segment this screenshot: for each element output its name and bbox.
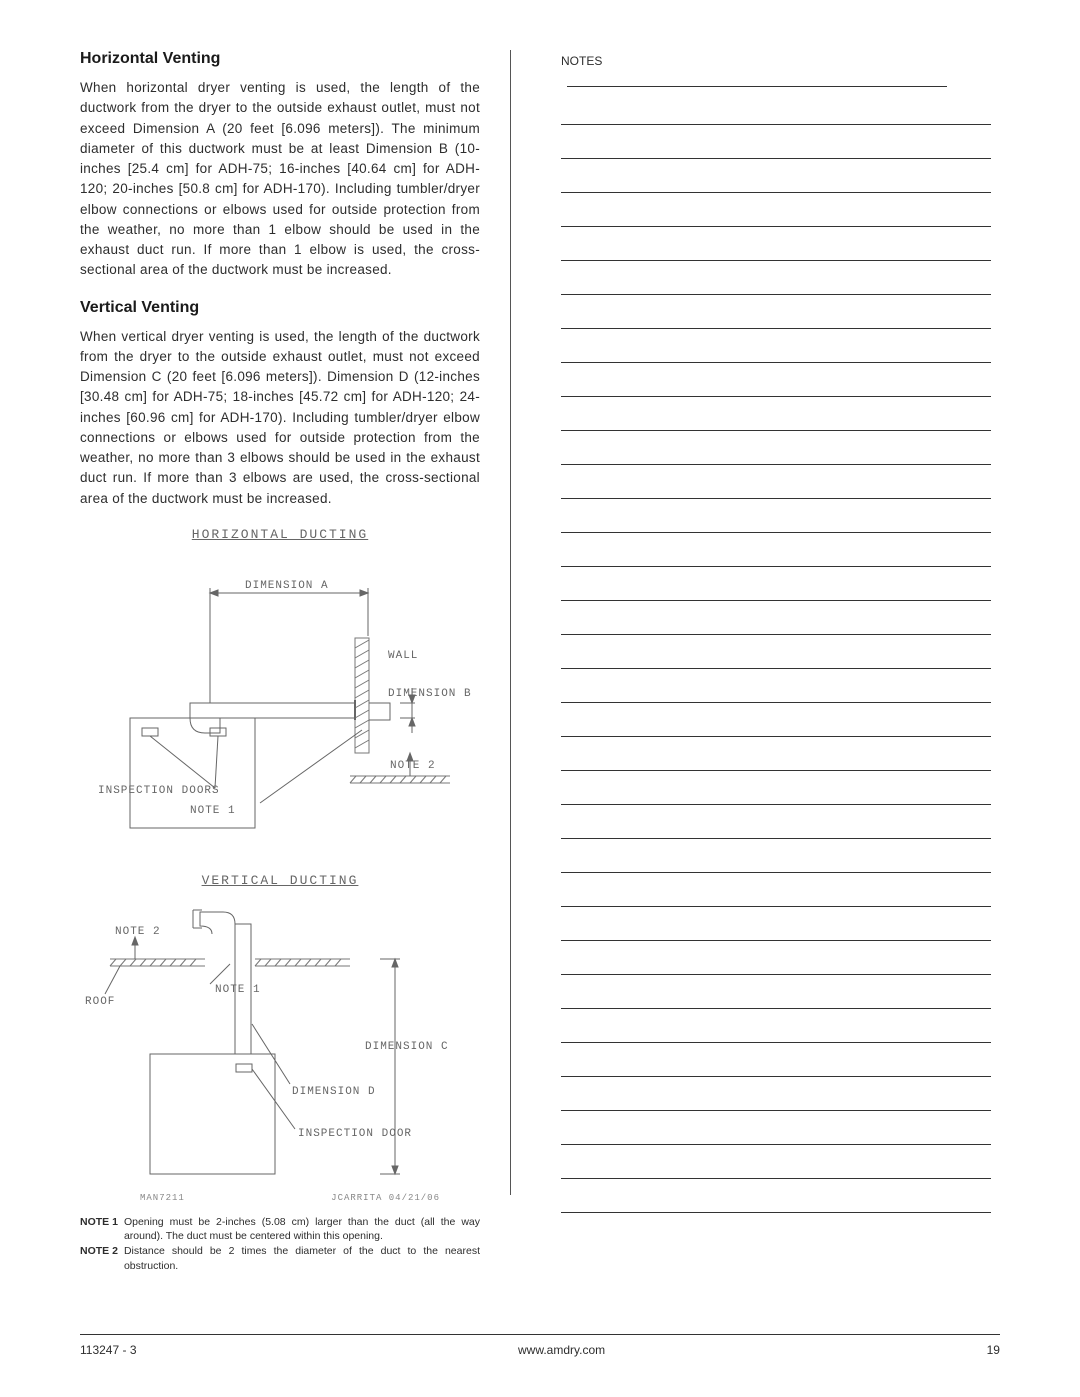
notes-line [561, 159, 991, 193]
footer-doc-id: 113247 - 3 [80, 1343, 137, 1357]
notes-line [561, 397, 991, 431]
svg-text:NOTE 2: NOTE 2 [390, 760, 436, 772]
notes-line [561, 805, 991, 839]
horizontal-ducting-diagram: DIMENSION A WALL DIMENSION B NOTE 2 INSP… [80, 558, 480, 838]
notes-line [561, 363, 991, 397]
notes-label: NOTES [561, 54, 602, 68]
notes-line [561, 737, 991, 771]
notes-line [561, 125, 991, 159]
notes-line [561, 329, 991, 363]
notes-line [561, 1009, 991, 1043]
notes-line [561, 839, 991, 873]
notes-line [561, 941, 991, 975]
svg-text:DIMENSION D: DIMENSION D [292, 1086, 376, 1098]
footnotes: NOTE 1 Opening must be 2-inches (5.08 cm… [80, 1215, 480, 1274]
caption-left: MAN7211 [140, 1193, 185, 1203]
svg-text:INSPECTION DOOR: INSPECTION DOOR [298, 1128, 412, 1140]
notes-line [561, 635, 991, 669]
horizontal-ducting-title: HORIZONTAL DUCTING [80, 527, 480, 542]
horizontal-venting-heading: Horizontal Venting [80, 50, 480, 68]
notes-line [561, 1111, 991, 1145]
svg-text:NOTE 1: NOTE 1 [215, 984, 261, 996]
caption-right: JCARRITA 04/21/06 [331, 1193, 440, 1203]
note1-text: Opening must be 2-inches (5.08 cm) large… [124, 1215, 480, 1244]
notes-line [561, 669, 991, 703]
footer-url: www.amdry.com [518, 1343, 605, 1357]
notes-line [561, 227, 991, 261]
svg-text:NOTE 1: NOTE 1 [190, 805, 236, 817]
notes-line [561, 499, 991, 533]
svg-text:DIMENSION C: DIMENSION C [365, 1041, 449, 1053]
notes-line [561, 261, 991, 295]
notes-line [567, 68, 947, 87]
svg-text:INSPECTION DOORS: INSPECTION DOORS [98, 785, 220, 797]
vertical-venting-body: When vertical dryer venting is used, the… [80, 327, 480, 509]
note1-label: NOTE 1 [80, 1215, 118, 1244]
notes-line [561, 295, 991, 329]
notes-line [561, 975, 991, 1009]
note2-text: Distance should be 2 times the diameter … [124, 1244, 480, 1273]
vertical-ducting-diagram: NOTE 2 ROOF NOTE 1 DIMENSION C DIMENSION… [80, 904, 480, 1184]
notes-line [561, 907, 991, 941]
notes-line [561, 873, 991, 907]
notes-line [561, 193, 991, 227]
notes-line [561, 1043, 991, 1077]
svg-text:DIMENSION B: DIMENSION B [388, 688, 472, 700]
notes-line [561, 1145, 991, 1179]
svg-text:DIMENSION A: DIMENSION A [245, 580, 329, 592]
notes-line [561, 465, 991, 499]
notes-line [561, 533, 991, 567]
vertical-ducting-title: VERTICAL DUCTING [80, 873, 480, 888]
page-footer: 113247 - 3 www.amdry.com 19 [80, 1334, 1000, 1357]
footer-page-number: 19 [987, 1343, 1000, 1357]
horizontal-venting-body: When horizontal dryer venting is used, t… [80, 78, 480, 281]
notes-line [561, 567, 991, 601]
notes-line [561, 703, 991, 737]
notes-line [561, 1179, 991, 1213]
column-divider [510, 50, 511, 1195]
notes-section: NOTES [561, 50, 991, 1213]
notes-line [561, 1077, 991, 1111]
vertical-venting-heading: Vertical Venting [80, 299, 480, 317]
svg-text:NOTE 2: NOTE 2 [115, 926, 161, 938]
svg-text:ROOF: ROOF [85, 996, 115, 1008]
svg-text:WALL: WALL [388, 650, 418, 662]
diagram-caption: MAN7211 JCARRITA 04/21/06 [80, 1189, 480, 1203]
note2-label: NOTE 2 [80, 1244, 118, 1273]
notes-line [561, 601, 991, 635]
notes-line [561, 91, 991, 125]
notes-line [561, 771, 991, 805]
notes-line [561, 431, 991, 465]
